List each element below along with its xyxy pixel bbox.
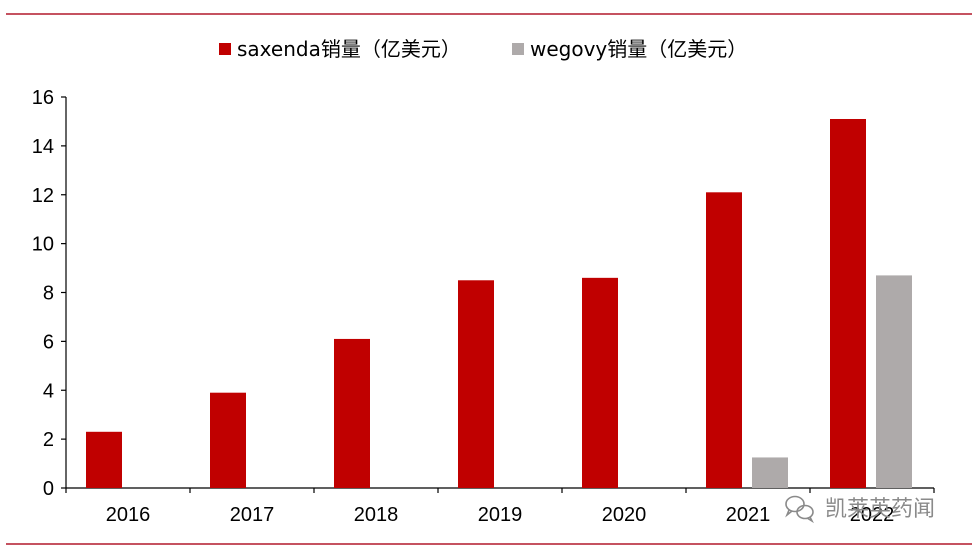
y-tick-label: 6 [43, 331, 54, 353]
bar-saxenda-2022 [830, 118, 866, 489]
x-tick-label: 2020 [602, 504, 647, 526]
legend-swatch-saxenda [219, 43, 231, 55]
y-tick-label: 2 [43, 429, 54, 451]
x-tick-label: 2016 [106, 504, 151, 526]
bar-saxenda-2020 [582, 277, 618, 488]
legend-swatch-wegovy [512, 43, 524, 55]
y-tick-label: 14 [32, 136, 54, 158]
watermark-text: 凯莱英药闻 [825, 497, 935, 522]
bar-wegovy-2022 [876, 275, 912, 488]
bar-saxenda-2019 [458, 280, 494, 488]
x-tick-label: 2019 [478, 504, 523, 526]
y-tick-label: 10 [32, 234, 54, 256]
x-tick-label: 2021 [726, 504, 771, 526]
x-tick-label: 2018 [354, 504, 399, 526]
y-tick-label: 0 [43, 478, 54, 500]
x-tick-label: 2017 [230, 504, 275, 526]
legend-label-wegovy: wegovy销量（亿美元） [530, 37, 747, 61]
legend-label-saxenda: saxenda销量（亿美元） [237, 37, 461, 61]
bar-saxenda-2017 [210, 392, 246, 488]
bar-wegovy-2021 [752, 457, 788, 488]
legend-item-saxenda: saxenda销量（亿美元） [219, 37, 461, 61]
y-tick-label: 4 [43, 380, 54, 402]
bar-saxenda-2021 [706, 192, 742, 488]
bar-saxenda-2018 [334, 338, 370, 488]
x-tick-label: 2022 [850, 504, 895, 526]
y-tick-label: 12 [32, 185, 54, 207]
legend: saxenda销量（亿美元） wegovy销量（亿美元） [219, 37, 747, 61]
watermark: 凯莱英药闻 [785, 495, 935, 524]
bars [86, 118, 912, 489]
wechat-icon [785, 495, 814, 524]
y-tick-label: 16 [32, 87, 54, 109]
legend-item-wegovy: wegovy销量（亿美元） [512, 37, 747, 61]
axes: 0 2 4 6 8 10 12 14 16 2016 2017 2018 2019 2020 2021 202… [32, 87, 935, 526]
bar-saxenda-2016 [86, 431, 122, 488]
y-tick-label: 8 [43, 283, 54, 305]
